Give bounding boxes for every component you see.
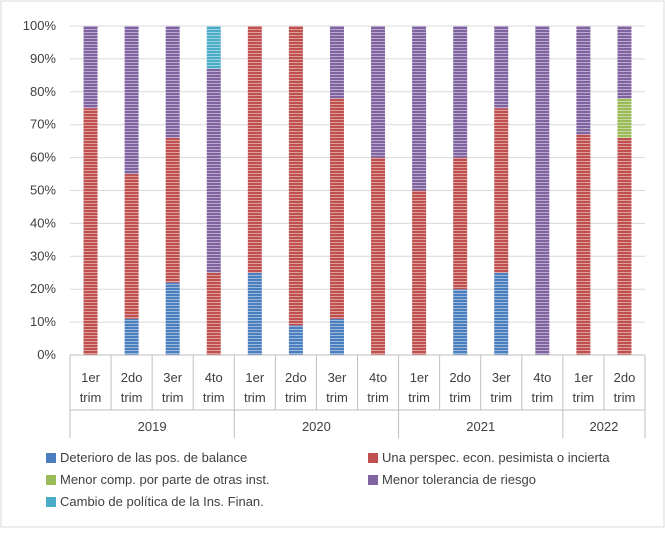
y-tick-label: 10% bbox=[30, 314, 56, 329]
bar-segment-tolerancia bbox=[617, 26, 632, 99]
bar-segment-tolerancia bbox=[165, 26, 180, 138]
legend-swatch bbox=[368, 453, 378, 463]
x-tick-label: trim bbox=[614, 390, 636, 405]
bar-segment-deterioro bbox=[247, 272, 262, 355]
x-tick-label: trim bbox=[490, 390, 512, 405]
bar-segment-perspec bbox=[124, 174, 139, 319]
bar-segment-perspec bbox=[494, 108, 509, 273]
x-tick-label: 1er bbox=[81, 370, 100, 385]
y-tick-label: 100% bbox=[23, 18, 57, 33]
legend-swatch bbox=[46, 475, 56, 485]
bar-segment-perspec bbox=[617, 137, 632, 355]
bar-segment-deterioro bbox=[124, 318, 139, 355]
x-tick-label: trim bbox=[326, 390, 348, 405]
bar-segment-tolerancia bbox=[453, 26, 468, 158]
bar-segment-tolerancia bbox=[576, 26, 591, 135]
x-tick-label: 2do bbox=[285, 370, 307, 385]
y-tick-label: 40% bbox=[30, 215, 56, 230]
y-axis-ticks: 0% 10% 20% 30% 40% 50% 60% 70% 80% 90% 100% bbox=[23, 18, 57, 362]
x-tick-label: 4to bbox=[205, 370, 223, 385]
legend-swatch bbox=[46, 453, 56, 463]
bars bbox=[83, 26, 632, 355]
bar-segment-tolerancia bbox=[329, 26, 344, 99]
bar-segment-deterioro bbox=[329, 318, 344, 355]
y-tick-label: 0% bbox=[37, 347, 56, 362]
bar-segment-deterioro bbox=[165, 282, 180, 355]
y-tick-label: 70% bbox=[30, 117, 56, 132]
y-tick-label: 90% bbox=[30, 51, 56, 66]
x-tick-label: trim bbox=[80, 390, 102, 405]
bar-segment-perspec bbox=[371, 157, 386, 355]
bar-segment-perspec bbox=[412, 190, 427, 355]
x-tick-label: 3er bbox=[492, 370, 511, 385]
x-tick-label: 1er bbox=[410, 370, 429, 385]
legend-label: Menor comp. por parte de otras inst. bbox=[60, 472, 270, 487]
x-tick-label: trim bbox=[367, 390, 389, 405]
y-tick-label: 60% bbox=[30, 150, 56, 165]
x-tick-label: 1er bbox=[574, 370, 593, 385]
year-label: 2019 bbox=[138, 419, 167, 434]
x-tick-label: 1er bbox=[245, 370, 264, 385]
y-tick-label: 30% bbox=[30, 248, 56, 263]
bar-segment-perspec bbox=[247, 26, 262, 273]
x-tick-label: 3er bbox=[328, 370, 347, 385]
y-tick-label: 20% bbox=[30, 281, 56, 296]
year-label: 2020 bbox=[302, 419, 331, 434]
bar-segment-perspec bbox=[206, 272, 221, 355]
legend-label: Deterioro de las pos. de balance bbox=[60, 450, 247, 465]
x-tick-label: trim bbox=[449, 390, 471, 405]
bar-segment-menor_comp bbox=[617, 98, 632, 138]
x-tick-label: trim bbox=[573, 390, 595, 405]
bar-segment-tolerancia bbox=[83, 26, 98, 109]
bar-segment-cambio bbox=[206, 26, 221, 69]
x-tick-label: 2do bbox=[614, 370, 636, 385]
y-tick-label: 80% bbox=[30, 84, 56, 99]
x-tick-label: trim bbox=[244, 390, 266, 405]
legend-item-tolerancia: Menor tolerancia de riesgo bbox=[368, 472, 536, 487]
bar-segment-perspec bbox=[165, 137, 180, 283]
legend-label: Cambio de política de la Ins. Finan. bbox=[60, 494, 264, 509]
x-tick-label: 4to bbox=[369, 370, 387, 385]
legend-label: Una perspec. econ. pesimista o incierta bbox=[382, 450, 610, 465]
year-label: 2021 bbox=[466, 419, 495, 434]
x-tick-label: 4to bbox=[533, 370, 551, 385]
legend: Deterioro de las pos. de balance Una pers… bbox=[46, 450, 610, 509]
x-tick-label: 2do bbox=[121, 370, 143, 385]
legend-swatch bbox=[46, 497, 56, 507]
x-tick-label: trim bbox=[408, 390, 430, 405]
bar-segment-perspec bbox=[453, 157, 468, 290]
bar-segment-tolerancia bbox=[371, 26, 386, 158]
year-label: 2022 bbox=[589, 419, 618, 434]
legend-item-cambio: Cambio de política de la Ins. Finan. bbox=[46, 494, 264, 509]
x-tick-label: 2do bbox=[449, 370, 471, 385]
bar-segment-tolerancia bbox=[494, 26, 509, 109]
x-tick-label: trim bbox=[531, 390, 553, 405]
bar-segment-perspec bbox=[329, 98, 344, 319]
bar-segment-tolerancia bbox=[206, 68, 221, 273]
bar-segment-tolerancia bbox=[535, 26, 550, 355]
x-tick-label: trim bbox=[121, 390, 143, 405]
y-tick-label: 50% bbox=[30, 183, 56, 198]
legend-label: Menor tolerancia de riesgo bbox=[382, 472, 536, 487]
legend-item-perspec: Una perspec. econ. pesimista o incierta bbox=[368, 450, 610, 465]
x-axis: 1er trim 2do trim 3er trim 4to trim 1er trim 2do tr… bbox=[69, 354, 646, 438]
bar-segment-deterioro bbox=[288, 325, 303, 355]
legend-item-deterioro: Deterioro de las pos. de balance bbox=[46, 450, 247, 465]
legend-item-menor_comp: Menor comp. por parte de otras inst. bbox=[46, 472, 270, 487]
bar-segment-perspec bbox=[288, 26, 303, 326]
bar-segment-tolerancia bbox=[124, 26, 139, 175]
bar-segment-perspec bbox=[576, 134, 591, 355]
x-tick-label: trim bbox=[162, 390, 184, 405]
x-tick-label: trim bbox=[285, 390, 307, 405]
bar-segment-deterioro bbox=[494, 272, 509, 355]
bar-segment-tolerancia bbox=[412, 26, 427, 191]
x-tick-label: trim bbox=[203, 390, 225, 405]
bar-segment-perspec bbox=[83, 108, 98, 355]
bar-segment-deterioro bbox=[453, 289, 468, 355]
legend-swatch bbox=[368, 475, 378, 485]
x-tick-label: 3er bbox=[163, 370, 182, 385]
